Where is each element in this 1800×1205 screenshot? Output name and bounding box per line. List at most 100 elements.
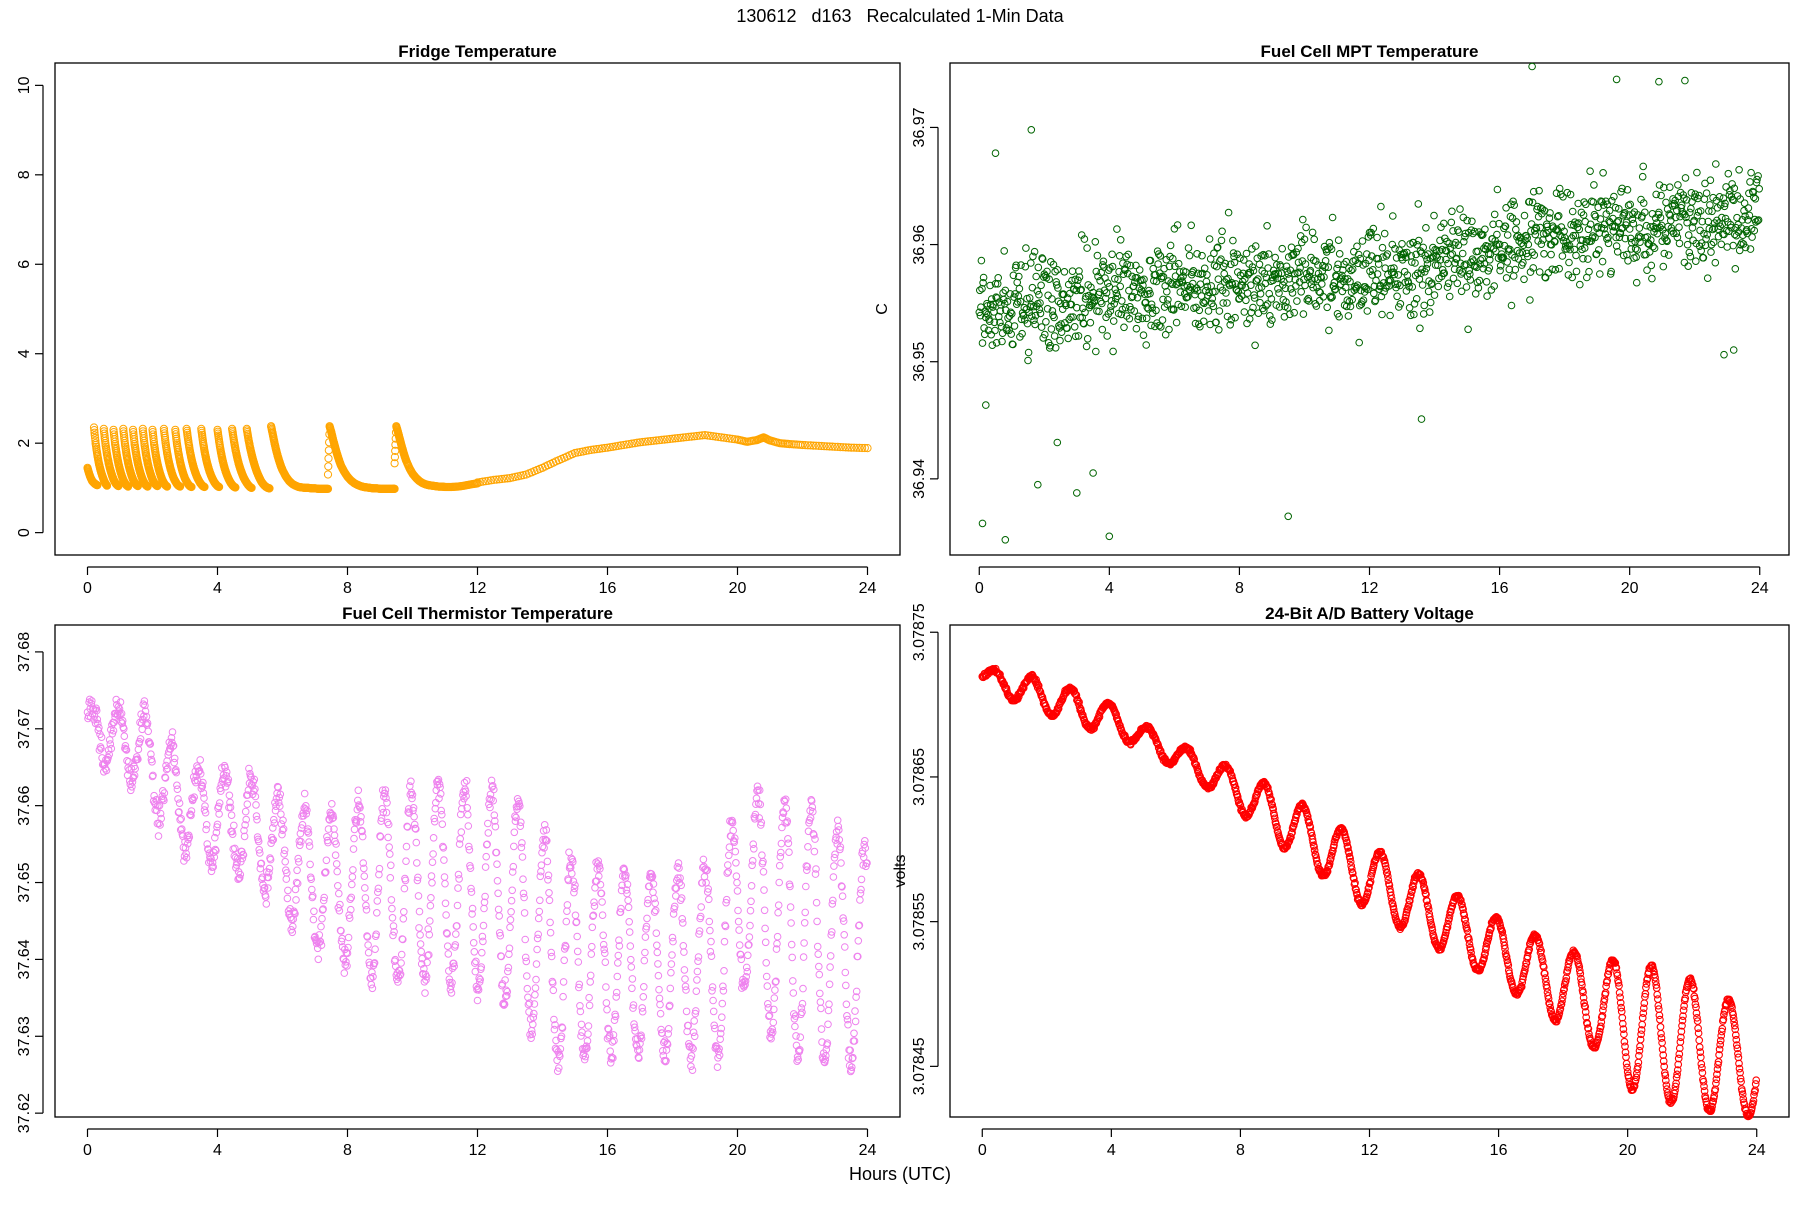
y-tick-label: 10	[16, 76, 33, 94]
data-point	[1164, 288, 1171, 295]
data-point	[336, 890, 343, 897]
data-point	[793, 1033, 800, 1040]
data-point	[145, 728, 152, 735]
data-point	[362, 895, 369, 902]
data-point	[1431, 212, 1438, 219]
data-point	[1311, 236, 1318, 243]
data-point	[546, 890, 553, 897]
data-point	[1573, 268, 1580, 275]
data-point	[1477, 257, 1484, 264]
data-point	[826, 1001, 833, 1008]
x-tick-label: 12	[469, 580, 487, 597]
data-point	[827, 964, 834, 971]
y-tick-label: 37.62	[16, 1093, 33, 1133]
data-point	[652, 900, 659, 907]
data-point	[1676, 240, 1683, 247]
data-point	[1687, 253, 1694, 260]
data-point	[1336, 251, 1343, 258]
data-point	[1694, 169, 1701, 176]
data-point	[839, 893, 846, 900]
y-tick-label: 37.66	[16, 786, 33, 826]
data-point	[1243, 297, 1250, 304]
data-point	[625, 897, 632, 904]
data-point	[315, 956, 322, 963]
data-point	[1566, 259, 1573, 266]
data-point	[1688, 190, 1695, 197]
data-point	[763, 973, 770, 980]
data-point	[1749, 234, 1756, 241]
panel-title: Fridge Temperature	[398, 42, 556, 61]
data-point	[771, 995, 778, 1002]
data-point	[1527, 297, 1534, 304]
data-point	[538, 868, 545, 875]
data-point	[585, 1031, 592, 1038]
data-point	[349, 881, 356, 888]
data-point	[1356, 339, 1363, 346]
data-point	[735, 918, 742, 925]
data-point	[1272, 254, 1279, 261]
data-point	[656, 986, 663, 993]
data-point	[383, 795, 390, 802]
data-point	[1573, 252, 1580, 259]
data-point	[1730, 242, 1737, 249]
data-point	[1241, 309, 1248, 316]
data-point	[657, 1010, 664, 1017]
data-point	[1712, 259, 1719, 266]
data-point	[532, 992, 539, 999]
data-point	[654, 942, 661, 949]
data-point	[427, 918, 434, 925]
data-point	[1649, 275, 1656, 282]
data-point	[790, 978, 797, 985]
x-tick-label: 8	[1236, 1142, 1245, 1159]
data-point	[1232, 314, 1239, 321]
data-point	[350, 867, 357, 874]
data-point	[301, 790, 308, 797]
data-point	[668, 969, 675, 976]
data-point	[1724, 244, 1731, 251]
data-point	[681, 949, 688, 956]
x-tick-label: 24	[1748, 1142, 1766, 1159]
y-tick-label: 3.07845	[911, 1037, 928, 1095]
data-point	[1445, 260, 1452, 267]
data-point	[599, 899, 606, 906]
data-point	[762, 939, 769, 946]
y-tick-label: 3.07875	[911, 603, 928, 661]
data-point	[132, 765, 139, 772]
data-point	[456, 876, 463, 883]
data-point	[1335, 237, 1342, 244]
data-point	[485, 820, 492, 827]
data-point	[778, 849, 785, 856]
data-point	[1033, 273, 1040, 280]
data-point	[801, 920, 808, 927]
data-point	[992, 327, 999, 334]
data-point	[1556, 265, 1563, 272]
data-point	[639, 1008, 646, 1015]
data-point	[439, 821, 446, 828]
data-point	[694, 968, 701, 975]
data-point	[774, 933, 781, 940]
data-point	[1650, 243, 1657, 250]
data-point	[416, 925, 423, 932]
data-point	[1054, 439, 1061, 446]
data-point	[852, 1018, 859, 1025]
y-tick-label: 0	[16, 528, 33, 537]
data-point	[979, 520, 986, 527]
data-point	[1483, 279, 1490, 286]
data-point	[1503, 275, 1510, 282]
data-point	[483, 853, 490, 860]
data-point	[1600, 170, 1607, 177]
data-point	[482, 864, 489, 871]
data-point	[1697, 208, 1704, 215]
data-point	[761, 907, 768, 914]
data-point	[676, 865, 683, 872]
data-point	[800, 954, 807, 961]
data-point	[1418, 416, 1425, 423]
data-point	[751, 846, 758, 853]
data-point	[408, 778, 415, 785]
data-point	[1707, 202, 1714, 209]
data-point	[586, 1002, 593, 1009]
data-point	[1298, 289, 1305, 296]
data-point	[1057, 337, 1064, 344]
data-point	[319, 915, 326, 922]
data-point	[365, 949, 372, 956]
